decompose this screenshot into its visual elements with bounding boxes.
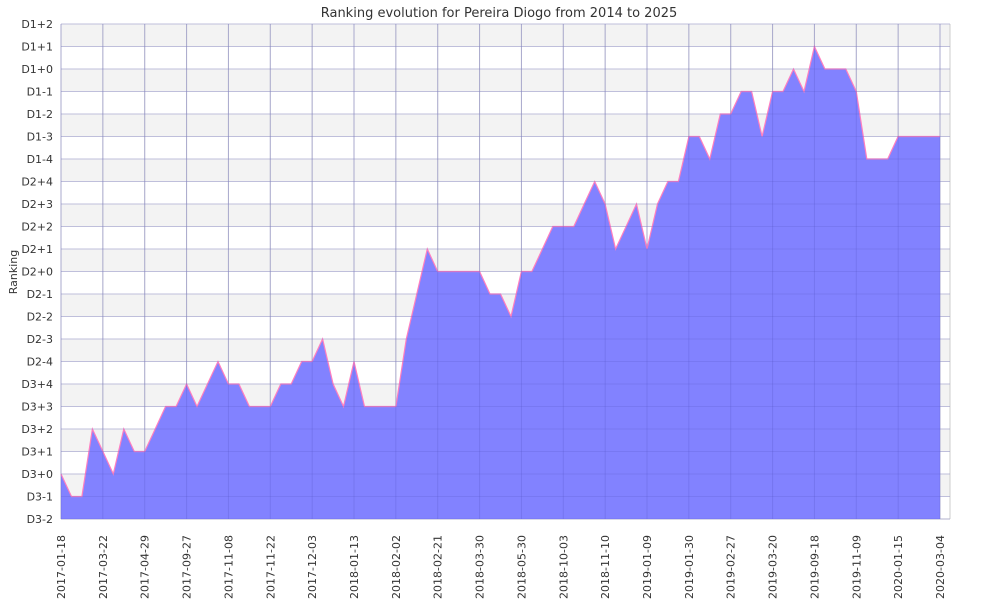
y-tick-label: D1+1 xyxy=(21,41,53,54)
chart-title: Ranking evolution for Pereira Diogo from… xyxy=(321,6,678,21)
y-tick-label: D1-1 xyxy=(27,86,53,99)
y-tick-label: D3+1 xyxy=(21,446,53,459)
x-tick-label: 2019-01-09 xyxy=(641,535,654,599)
y-tick-label: D1+0 xyxy=(21,63,53,76)
grid-band xyxy=(61,24,950,47)
y-tick-label: D2+4 xyxy=(21,176,53,189)
x-tick-label: 2018-03-30 xyxy=(474,535,487,599)
y-tick-label: D2+0 xyxy=(21,266,53,279)
x-tick-label: 2019-11-09 xyxy=(850,535,863,599)
y-tick-label: D3+2 xyxy=(21,423,53,436)
x-tick-label: 2017-03-22 xyxy=(97,535,110,599)
x-tick-label: 2017-11-22 xyxy=(264,535,277,599)
x-tick-label: 2018-10-03 xyxy=(557,535,570,599)
y-tick-label: D3-2 xyxy=(27,513,53,526)
y-axis-label: Ranking xyxy=(7,250,20,295)
y-tick-label: D3-1 xyxy=(27,491,53,504)
x-tick-label: 2018-11-10 xyxy=(599,535,612,599)
y-tick-label: D2-2 xyxy=(27,311,53,324)
x-tick-label: 2019-09-18 xyxy=(808,535,821,599)
x-tick-label: 2017-09-27 xyxy=(181,535,194,599)
y-tick-label: D3+4 xyxy=(21,378,53,391)
y-tick-label: D2-1 xyxy=(27,288,53,301)
y-tick-label: D3+0 xyxy=(21,468,53,481)
x-tick-label: 2019-02-27 xyxy=(725,535,738,599)
y-tick-label: D1-4 xyxy=(27,153,53,166)
x-tick-label: 2018-01-13 xyxy=(348,535,361,599)
y-tick-label: D3+3 xyxy=(21,401,53,414)
x-tick-label: 2017-01-18 xyxy=(55,535,68,599)
x-tick-label: 2018-02-21 xyxy=(432,535,445,599)
y-tick-label: D1-2 xyxy=(27,108,53,121)
x-tick-label: 2017-12-03 xyxy=(306,535,319,599)
x-tick-label: 2018-02-02 xyxy=(390,535,403,599)
x-tick-label: 2017-04-29 xyxy=(139,535,152,599)
y-tick-label: D2+1 xyxy=(21,243,53,256)
y-tick-label: D2-4 xyxy=(27,356,53,369)
y-tick-label: D1-3 xyxy=(27,131,53,144)
x-tick-label: 2020-03-04 xyxy=(934,535,947,599)
x-tick-label: 2017-11-08 xyxy=(222,535,235,599)
y-tick-label: D2+2 xyxy=(21,221,53,234)
x-tick-label: 2019-03-20 xyxy=(767,535,780,599)
y-tick-label: D2-3 xyxy=(27,333,53,346)
x-tick-label: 2018-05-30 xyxy=(515,535,528,599)
y-tick-label: D1+2 xyxy=(21,18,53,31)
x-tick-label: 2019-01-30 xyxy=(683,535,696,599)
y-tick-label: D2+3 xyxy=(21,198,53,211)
x-tick-label: 2020-01-15 xyxy=(892,535,905,599)
